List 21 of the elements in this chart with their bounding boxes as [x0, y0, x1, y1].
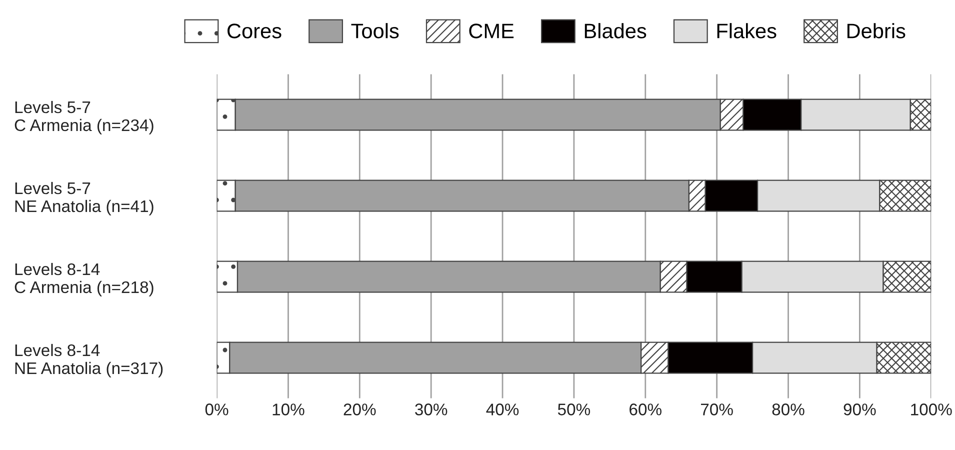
x-tick-label: 70% [701, 404, 733, 416]
y-tick-label: Levels 5-7 NE Anatolia (n=41) [15, 182, 154, 216]
legend-label: Cores [228, 24, 282, 38]
x-tick-label: 90% [844, 404, 876, 416]
y-tick-label: Levels 8-14 C Armenia (n=218) [14, 262, 154, 296]
legend-label: CME [469, 24, 514, 38]
x-tick-label: 10% [272, 404, 304, 416]
x-tick-label: 50% [558, 404, 590, 416]
x-tick-label: 30% [415, 404, 448, 416]
x-tick-label: 40% [486, 404, 519, 416]
y-tick-label: Levels 8-14 NE Anatolia (n=317) [15, 344, 163, 378]
x-tick-label: 0% [205, 404, 228, 416]
x-tick-label: 80% [772, 404, 804, 416]
x-tick-label: 100% [911, 404, 952, 416]
legend-label: Tools [351, 23, 399, 38]
legend-label: Debris [847, 23, 906, 38]
legend-label: Blades [584, 23, 646, 38]
legend-label: Flakes [717, 23, 776, 38]
x-tick-label: 60% [630, 404, 662, 416]
y-tick-label: Levels 5-7 C Armenia (n=234) [14, 100, 154, 134]
x-tick-label: 20% [344, 404, 376, 416]
